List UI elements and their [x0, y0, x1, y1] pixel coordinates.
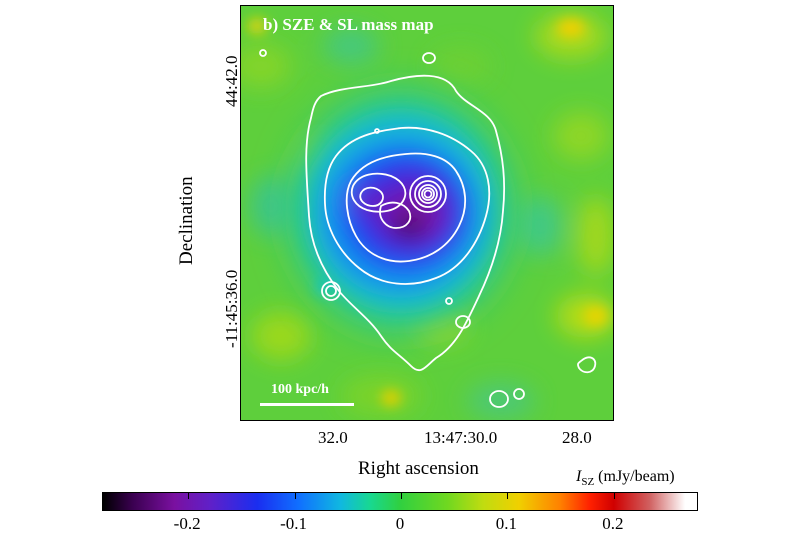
- x-tick-label: 13:47:30.0: [424, 428, 498, 447]
- colorbar-tick-label: -0.2: [173, 514, 201, 533]
- colorbar-tick: [507, 493, 509, 499]
- colorbar-tick: [294, 493, 296, 499]
- panel-title: b) SZE & SL mass map: [263, 15, 434, 34]
- y-axis-title: Declination: [176, 176, 197, 265]
- scalebar-line: [260, 403, 354, 406]
- colorbar-tick-label: 0: [395, 514, 405, 533]
- colorbar-subscript: SZ: [581, 476, 595, 489]
- colorbar-symbol: I: [576, 468, 582, 485]
- x-axis-title: Right ascension: [358, 458, 479, 479]
- colorbar-title: ISZ (mJy/beam): [576, 468, 675, 488]
- scalebar-label: 100 kpc/h: [271, 382, 329, 397]
- colorbar-tick: [613, 493, 615, 499]
- y-tick-label: -11:45:36.0: [222, 269, 241, 348]
- colorbar-tick-label: 0.1: [495, 514, 518, 533]
- colorbar-tick-label: -0.1: [280, 514, 308, 533]
- colorbar: [102, 492, 698, 511]
- y-tick-label: 44:42.0: [222, 55, 241, 107]
- x-tick-label: 28.0: [562, 428, 592, 447]
- colorbar-tick: [401, 493, 402, 499]
- x-tick-label: 32.0: [318, 428, 348, 447]
- colorbar-tick-label: 0.2: [602, 514, 624, 533]
- colorbar-tick: [188, 493, 190, 499]
- colorbar-unit: (mJy/beam): [594, 468, 675, 485]
- sze-sl-mass-map: b) SZE & SL mass map 100 kpc/h: [240, 5, 614, 421]
- map-image: [241, 6, 613, 420]
